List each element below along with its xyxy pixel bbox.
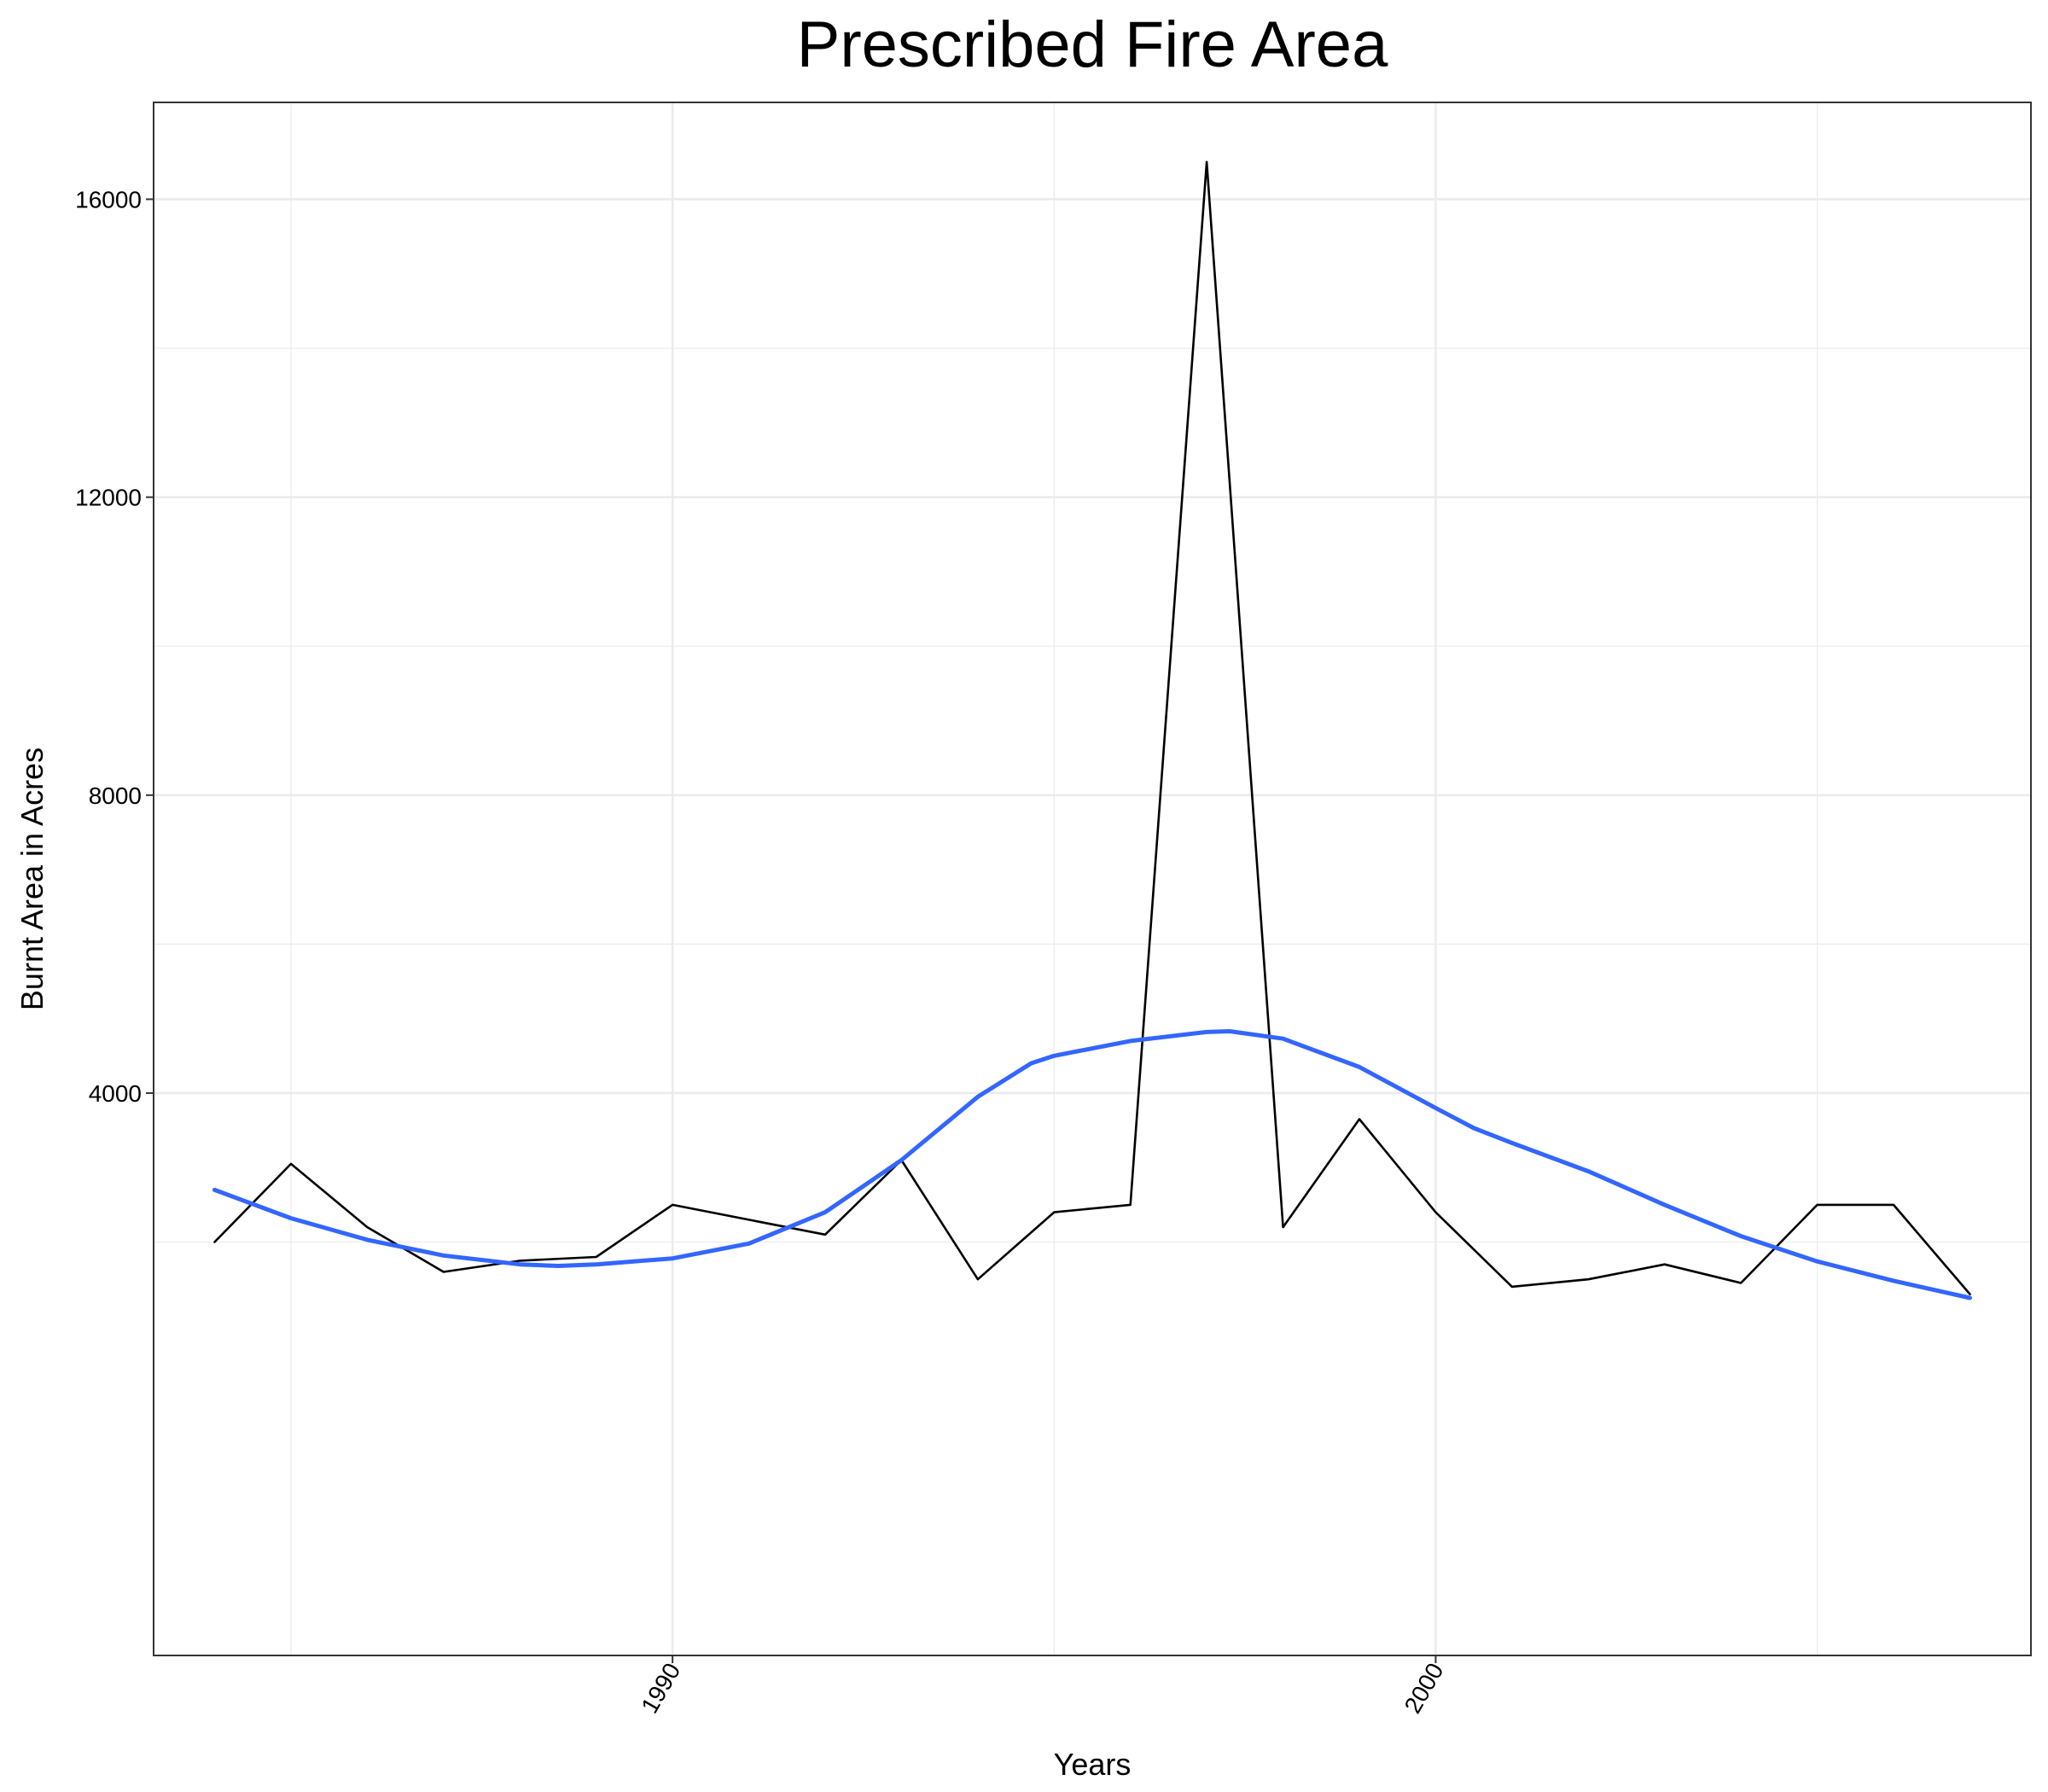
y-tick-label: 4000 bbox=[89, 1080, 142, 1107]
grid bbox=[154, 102, 2031, 1655]
x-axis-title: Years bbox=[1054, 1747, 1132, 1782]
smooth-trend-line bbox=[212, 1029, 1972, 1300]
y-tick-label: 16000 bbox=[75, 186, 142, 212]
plot-panel bbox=[154, 102, 2031, 1655]
x-tick-label: 2000 bbox=[1399, 1659, 1449, 1718]
chart-title: Prescribed Fire Area bbox=[797, 9, 1388, 81]
series bbox=[212, 160, 1972, 1300]
y-tick-label: 8000 bbox=[89, 783, 142, 809]
panel-border bbox=[153, 102, 2032, 1656]
y-axis-title: Burnt Area in Acres bbox=[15, 748, 49, 1010]
x-tick-label: 1990 bbox=[636, 1659, 685, 1718]
y-tick-label: 12000 bbox=[75, 485, 142, 511]
